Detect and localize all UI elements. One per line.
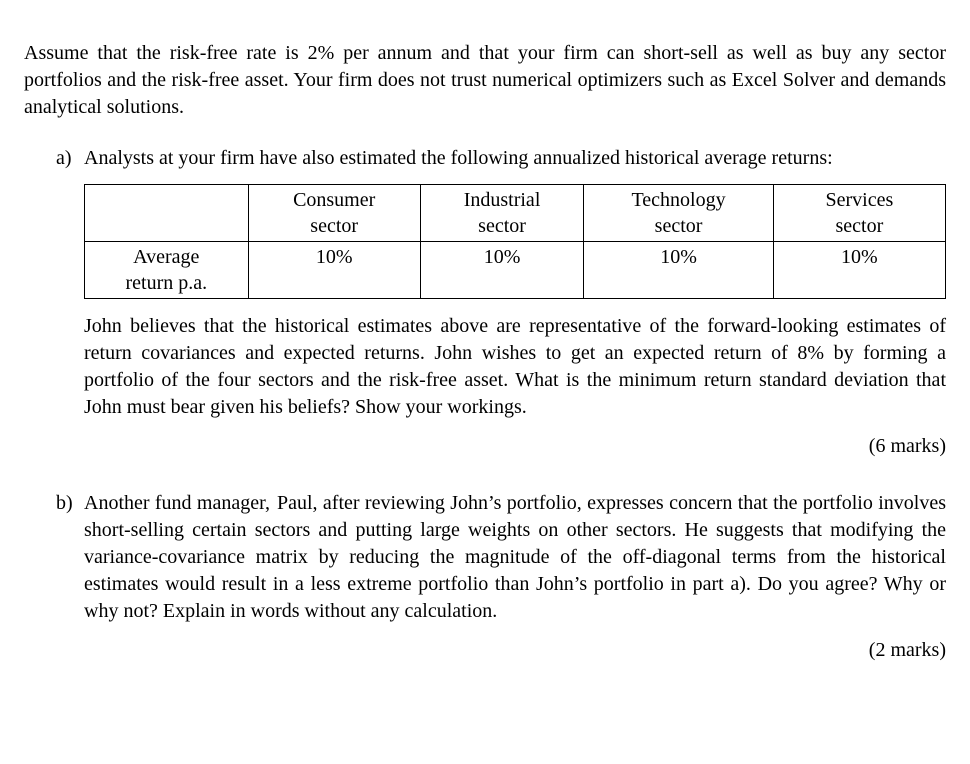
- question-a-label: a): [56, 145, 84, 478]
- table-header-consumer: Consumer sector: [248, 185, 420, 242]
- table-value-services: 10%: [773, 242, 945, 299]
- table-value-technology: 10%: [584, 242, 773, 299]
- intro-paragraph: Assume that the risk-free rate is 2% per…: [24, 40, 946, 121]
- table-value-consumer: 10%: [248, 242, 420, 299]
- table-header-services: Services sector: [773, 185, 945, 242]
- question-a-lead: Analysts at your firm have also estimate…: [84, 145, 946, 172]
- question-a-marks: (6 marks): [84, 433, 946, 460]
- table-header-row: Consumer sector Industrial sector Techno…: [85, 185, 946, 242]
- table-data-row: Averagereturn p.a. 10% 10% 10% 10%: [85, 242, 946, 299]
- question-b-body: Another fund manager, Paul, after review…: [84, 490, 946, 625]
- question-b-marks: (2 marks): [84, 637, 946, 664]
- table-value-industrial: 10%: [420, 242, 584, 299]
- question-a: a) Analysts at your firm have also estim…: [24, 145, 946, 478]
- question-b: b) Another fund manager, Paul, after rev…: [24, 490, 946, 682]
- table-header-blank: [85, 185, 249, 242]
- question-b-label: b): [56, 490, 84, 682]
- question-a-body: John believes that the historical estima…: [84, 313, 946, 421]
- table-header-industrial: Industrial sector: [420, 185, 584, 242]
- table-row-label: Averagereturn p.a.: [85, 242, 249, 299]
- table-header-technology: Technology sector: [584, 185, 773, 242]
- returns-table: Consumer sector Industrial sector Techno…: [84, 184, 946, 299]
